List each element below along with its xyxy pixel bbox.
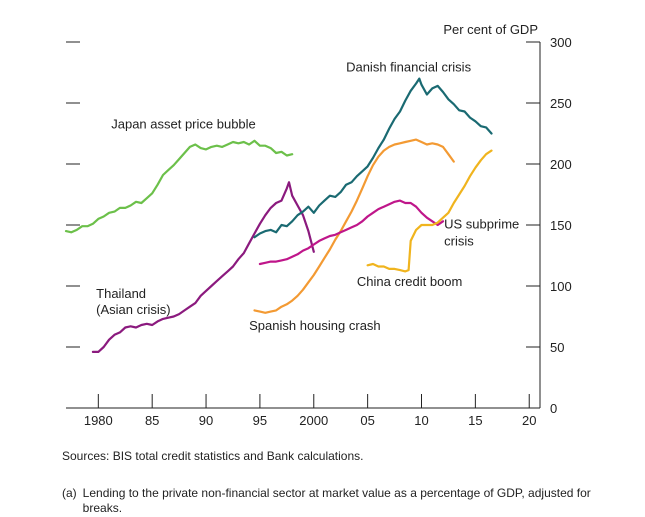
footnote-text: Lending to the private non-financial sec… <box>82 486 591 515</box>
footnote: (a) Lending to the private non-financial… <box>62 486 622 516</box>
y-tick-label: 150 <box>550 218 572 233</box>
series-line-danish-financial-crisis <box>253 77 493 239</box>
x-tick-label: 85 <box>145 413 159 428</box>
x-tick-label: 95 <box>253 413 267 428</box>
y-tick-label: 100 <box>550 279 572 294</box>
series-line-japan-asset-price-bubble <box>64 139 294 234</box>
x-tick-label: 1980 <box>84 413 113 428</box>
series-label-thailand-asian-crisis: Thailand <box>96 286 146 301</box>
series-label-thailand-asian-crisis: (Asian crisis) <box>96 302 170 317</box>
x-tick-label: 10 <box>414 413 428 428</box>
footnote-marker: (a) <box>62 486 77 500</box>
series-label-us-subprime-crisis: crisis <box>444 234 474 249</box>
y-tick-label: 0 <box>550 401 557 416</box>
line-chart: Per cent of GDP 1980 85 90 95 2000 05 10 15 2005… <box>64 22 572 428</box>
series-label-spanish-housing-crash: Spanish housing crash <box>249 318 381 333</box>
sources-note: Sources: BIS total credit statistics and… <box>62 449 364 463</box>
series-label-japan-asset-price-bubble: Japan asset price bubble <box>111 117 256 132</box>
series-line-thailand-asian-crisis <box>91 181 315 353</box>
series-line-us-subprime-crisis <box>258 199 445 266</box>
series-label-china-credit-boom: China credit boom <box>357 274 463 289</box>
y-tick-label: 50 <box>550 340 564 355</box>
chart-series-labels: Japan asset price bubble Thailand(Asian c… <box>96 59 519 333</box>
series-label-us-subprime-crisis: US subprime <box>444 217 519 232</box>
y-axis-unit-label: Per cent of GDP <box>443 22 538 37</box>
x-tick-label: 05 <box>360 413 374 428</box>
series-line-china-credit-boom <box>366 149 493 273</box>
x-tick-label: 15 <box>468 413 482 428</box>
series-label-danish-financial-crisis: Danish financial crisis <box>346 59 471 74</box>
series-line-spanish-housing-crash <box>253 138 455 314</box>
chart-lines <box>64 77 493 353</box>
x-tick-label: 2000 <box>299 413 328 428</box>
y-tick-label: 200 <box>550 157 572 172</box>
x-tick-label: 90 <box>199 413 213 428</box>
y-tick-label: 250 <box>550 96 572 111</box>
x-tick-label: 20 <box>522 413 536 428</box>
y-tick-label: 300 <box>550 35 572 50</box>
